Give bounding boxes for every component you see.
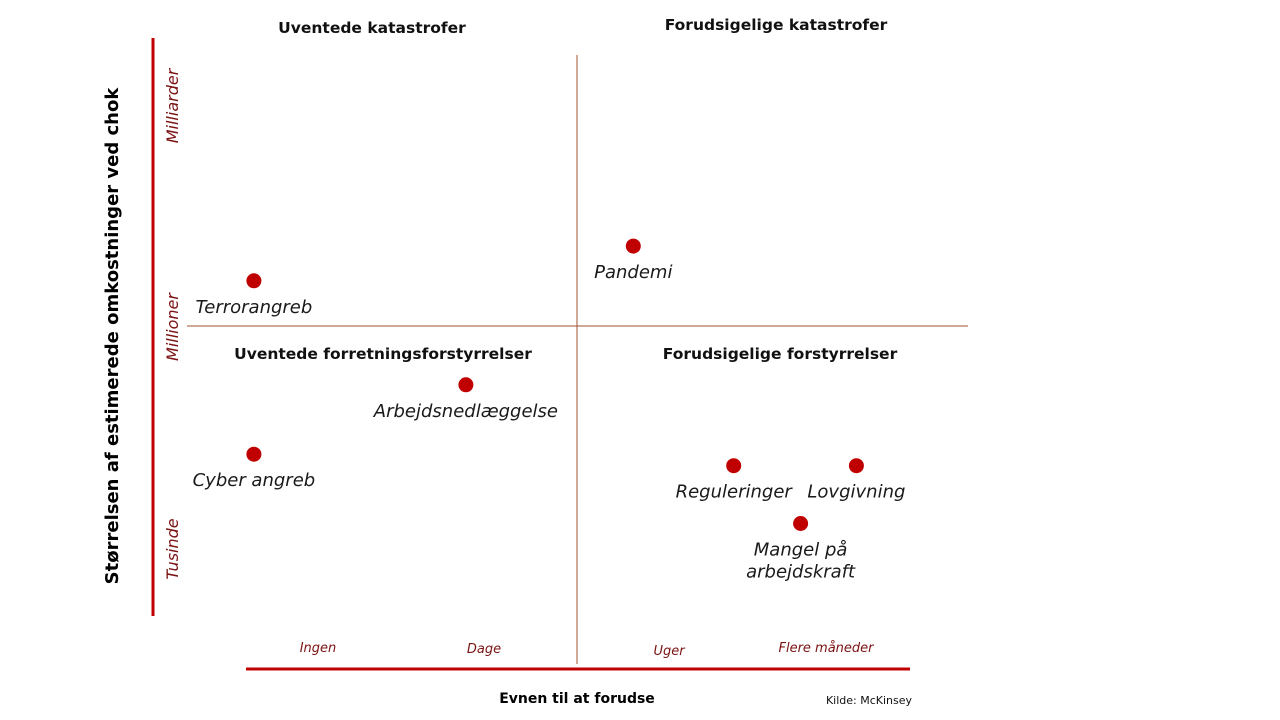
data-point bbox=[726, 458, 742, 474]
y-tick-label: Tusinde bbox=[163, 518, 182, 579]
data-point-label: Lovgivning bbox=[807, 482, 905, 503]
x-tick-label: Dage bbox=[467, 642, 501, 657]
y-axis-title: Størrelsen af estimerede omkostninger ve… bbox=[102, 87, 123, 585]
quadrant-title-bottom-right: Forudsigelige forstyrrelser bbox=[663, 345, 898, 363]
x-tick-label: Flere måneder bbox=[778, 641, 875, 656]
data-point bbox=[848, 458, 864, 474]
points-layer: Terrorangreb Pandemi Arbejdsnedlæggelse Cyb… bbox=[193, 238, 905, 583]
quadrant-title-bottom-left: Uventede forretningsforstyrrelser bbox=[234, 345, 532, 363]
data-point-label: Terrorangreb bbox=[195, 297, 312, 318]
data-point bbox=[246, 273, 262, 289]
y-tick-label: Millioner bbox=[163, 292, 182, 361]
data-point-label: Reguleringer bbox=[676, 482, 794, 503]
data-point bbox=[246, 446, 262, 462]
data-point-label: Cyber angreb bbox=[193, 470, 316, 491]
data-point bbox=[625, 238, 641, 254]
quadrant-title-top-left: Uventede katastrofer bbox=[278, 19, 466, 37]
data-point bbox=[458, 377, 474, 393]
data-point bbox=[793, 516, 809, 531]
y-tick-label: Milliarder bbox=[163, 67, 182, 143]
x-tick-label: Uger bbox=[653, 644, 686, 659]
x-tick-label: Ingen bbox=[300, 641, 337, 656]
source-note: Kilde: McKinsey bbox=[826, 694, 913, 707]
x-axis-title: Evnen til at forudse bbox=[499, 691, 655, 707]
data-point-label: Pandemi bbox=[594, 262, 672, 283]
quadrant-title-top-right: Forudsigelige katastrofer bbox=[665, 16, 888, 34]
data-point-label: Arbejdsnedlæggelse bbox=[373, 401, 558, 422]
data-point-label: Mangel på arbejdskraft bbox=[746, 540, 856, 583]
